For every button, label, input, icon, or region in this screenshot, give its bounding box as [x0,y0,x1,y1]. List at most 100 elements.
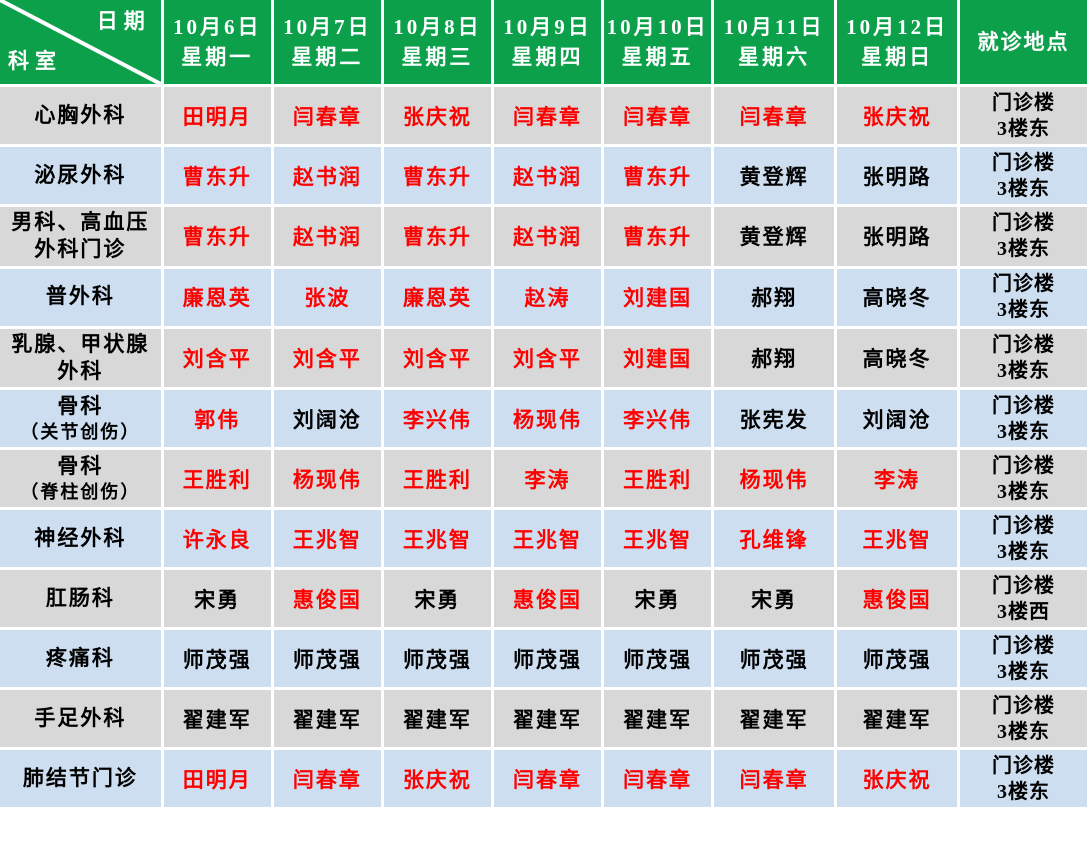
doctor-cell: 赵书润 [493,147,602,204]
doctor-cell: 杨现伟 [714,450,835,508]
department-label: 骨科 [57,454,104,479]
date-header-1: 10月6日星期一 [163,0,271,84]
table-row: 泌尿外科 曹东升 赵书润 曹东升 赵书润 曹东升 黄登辉 张明路 门诊楼 3楼东 [0,147,1087,204]
doctor-cell: 高晓冬 [837,328,958,388]
weekday-label: 星期五 [621,45,694,69]
department-label: 手足外科 [34,706,127,731]
department-label: （关节创伤） [20,421,141,442]
doctor-cell: 黄登辉 [714,207,835,266]
location-cell: 门诊楼 3楼东 [960,328,1087,388]
department-label: 乳腺、甲状腺 [11,331,150,356]
date-label: 10月11日 [723,14,825,39]
corner-department-label: 科室 [8,48,62,73]
location-cell: 门诊楼 3楼东 [960,450,1087,508]
department-label: 男科、高血压 [11,210,150,234]
doctor-cell: 廉恩英 [163,268,271,326]
doctor-cell: 赵涛 [493,268,602,326]
table-row: 普外科 廉恩英 张波 廉恩英 赵涛 刘建国 郝翔 高晓冬 门诊楼 3楼东 [0,268,1087,326]
date-header-7: 10月12日 星期日 [837,0,958,84]
doctor-cell: 王兆智 [273,510,381,568]
location-line: 3楼东 [997,780,1051,803]
date-label: 10月6日 [173,14,262,39]
doctor-cell: 张宪发 [714,390,835,448]
location-line: 3楼东 [997,660,1051,683]
doctor-cell: 师茂强 [837,630,958,688]
doctor-cell: 王兆智 [837,510,958,568]
doctor-cell: 孔维锋 [714,510,835,568]
location-line: 门诊楼 [992,394,1056,417]
location-line: 3楼东 [997,480,1051,503]
doctor-cell: 王胜利 [604,450,712,508]
location-line: 3楼东 [997,117,1051,140]
doctor-cell: 闫春章 [714,750,835,808]
doctor-cell: 张庆祝 [837,87,958,144]
department-cell: 手足外科 [0,690,161,748]
diagonal-divider [0,0,161,84]
doctor-cell: 曹东升 [163,207,271,266]
doctor-cell: 李兴伟 [383,390,491,448]
doctor-cell: 郭伟 [163,390,271,448]
doctor-cell: 宋勇 [163,570,271,628]
location-line: 3楼东 [997,720,1051,743]
location-line: 3楼东 [997,420,1051,443]
doctor-cell: 翟建军 [383,690,491,748]
department-cell: 心胸外科 [0,87,161,144]
table-row: 乳腺、甲状腺 外科 刘含平 刘含平 刘含平 刘含平 刘建国 郝翔 高晓冬 门诊楼 3楼东 [0,328,1087,388]
location-line: 门诊楼 [992,454,1056,477]
doctor-cell: 廉恩英 [383,268,491,326]
location-line: 3楼东 [997,299,1051,322]
department-label: （脊柱创伤） [20,481,141,502]
department-label: 心胸外科 [34,102,127,127]
doctor-cell: 宋勇 [714,570,835,628]
doctor-cell: 曹东升 [163,147,271,204]
location-line: 门诊楼 [992,514,1056,537]
doctor-cell: 田明月 [163,750,271,808]
doctor-cell: 翟建军 [604,690,712,748]
outpatient-schedule-table: 日期 科室 10月6日 星期一 10月7日 星期二 10月8日 星期三 10月9日 星期四 10… [0,0,1087,808]
location-line: 门诊楼 [992,634,1056,657]
table-row: 疼痛科 师茂强 师茂强 师茂强 师茂强 师茂强 师茂强 师茂强 门诊楼 3楼东 [0,630,1087,688]
doctor-cell: 王兆智 [604,510,712,568]
doctor-cell: 闫春章 [604,87,712,144]
department-cell: 泌尿外科 [0,147,161,204]
location-line: 3楼西 [997,600,1051,623]
department-label: 疼痛科 [45,646,115,671]
doctor-cell: 刘含平 [273,328,381,388]
doctor-cell: 闫春章 [714,87,835,144]
weekday-label: 星期四 [511,45,584,69]
location-cell: 门诊楼 3楼西 [960,570,1087,628]
department-cell: 疼痛科 [0,630,161,688]
doctor-cell: 赵书润 [273,207,381,266]
location-cell: 门诊楼 3楼东 [960,207,1087,266]
table-row: 心胸外科 田明月 闫春章 张庆祝 闫春章 闫春章 闫春章 张庆祝 门诊楼 3楼东 [0,87,1087,144]
department-cell: 骨科 （脊柱创伤） [0,450,161,508]
doctor-cell: 翟建军 [273,690,381,748]
doctor-cell: 曹东升 [383,147,491,204]
doctor-cell: 宋勇 [383,570,491,628]
department-label: 外科门诊 [34,237,127,262]
doctor-cell: 闫春章 [493,750,602,808]
doctor-cell: 王胜利 [383,450,491,508]
date-label: 10月8日 [393,14,482,39]
doctor-cell: 王胜利 [163,450,271,508]
department-label: 骨科 [57,394,104,419]
doctor-cell: 师茂强 [273,630,381,688]
department-label: 肛肠科 [45,586,115,611]
weekday-label: 星期一 [181,45,254,69]
location-line: 门诊楼 [992,574,1056,597]
weekday-label: 星期二 [291,45,364,69]
schedule-body: 心胸外科 田明月 闫春章 张庆祝 闫春章 闫春章 闫春章 张庆祝 门诊楼 3楼东 泌尿外科 曹东升 赵书… [0,87,1087,808]
doctor-cell: 闫春章 [273,750,381,808]
department-cell: 普外科 [0,268,161,326]
department-cell: 神经外科 [0,510,161,568]
corner-date-label: 日期 [96,9,151,33]
doctor-cell: 曹东升 [383,207,491,266]
doctor-cell: 翟建军 [714,690,835,748]
date-label: 10月12日 [846,14,949,39]
doctor-cell: 曹东升 [604,207,712,266]
doctor-cell: 宋勇 [604,570,712,628]
location-line: 门诊楼 [992,91,1056,114]
doctor-cell: 田明月 [163,87,271,144]
doctor-cell: 刘含平 [383,328,491,388]
doctor-cell: 师茂强 [714,630,835,688]
